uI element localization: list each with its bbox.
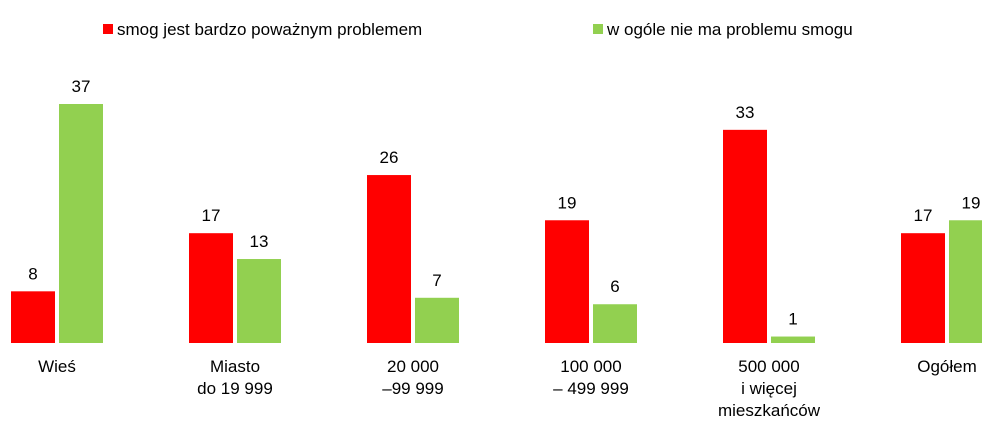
- x-tick-label: Ogółem: [917, 357, 977, 376]
- x-tick-label: 20 000: [387, 357, 439, 376]
- legend-label: smog jest bardzo poważnym problemem: [117, 20, 422, 39]
- x-tick-label: –99 999: [382, 379, 443, 398]
- bar: [723, 129, 767, 343]
- value-label: 13: [250, 232, 269, 251]
- bar: [771, 336, 815, 343]
- x-tick-label: 100 000: [560, 357, 621, 376]
- bar: [237, 259, 281, 343]
- bar: [11, 291, 55, 343]
- value-label: 17: [914, 206, 933, 225]
- legend-swatch: [103, 24, 113, 34]
- legend-label: w ogóle nie ma problemu smogu: [606, 20, 853, 39]
- x-tick-label: do 19 999: [197, 379, 273, 398]
- value-label: 17: [202, 206, 221, 225]
- bar: [415, 297, 459, 343]
- bar: [189, 233, 233, 343]
- bar: [59, 104, 103, 343]
- x-tick-label: mieszkańców: [718, 401, 821, 420]
- value-label: 19: [962, 193, 981, 212]
- value-label: 19: [558, 193, 577, 212]
- bar: [901, 233, 945, 343]
- bar: [593, 304, 637, 343]
- x-tick-label: Miasto: [210, 357, 260, 376]
- bar: [545, 220, 589, 343]
- value-label: 8: [28, 264, 37, 283]
- value-label: 33: [736, 103, 755, 122]
- bar: [367, 175, 411, 343]
- x-tick-label: Wieś: [38, 357, 76, 376]
- x-tick-label: – 499 999: [553, 379, 629, 398]
- value-label: 7: [432, 271, 441, 290]
- value-label: 37: [72, 77, 91, 96]
- value-label: 6: [610, 277, 619, 296]
- value-label: 26: [380, 148, 399, 167]
- x-tick-label: 500 000: [738, 357, 799, 376]
- bar: [949, 220, 982, 343]
- legend-swatch: [593, 24, 603, 34]
- x-tick-label: i więcej: [741, 379, 797, 398]
- value-label: 1: [788, 310, 797, 329]
